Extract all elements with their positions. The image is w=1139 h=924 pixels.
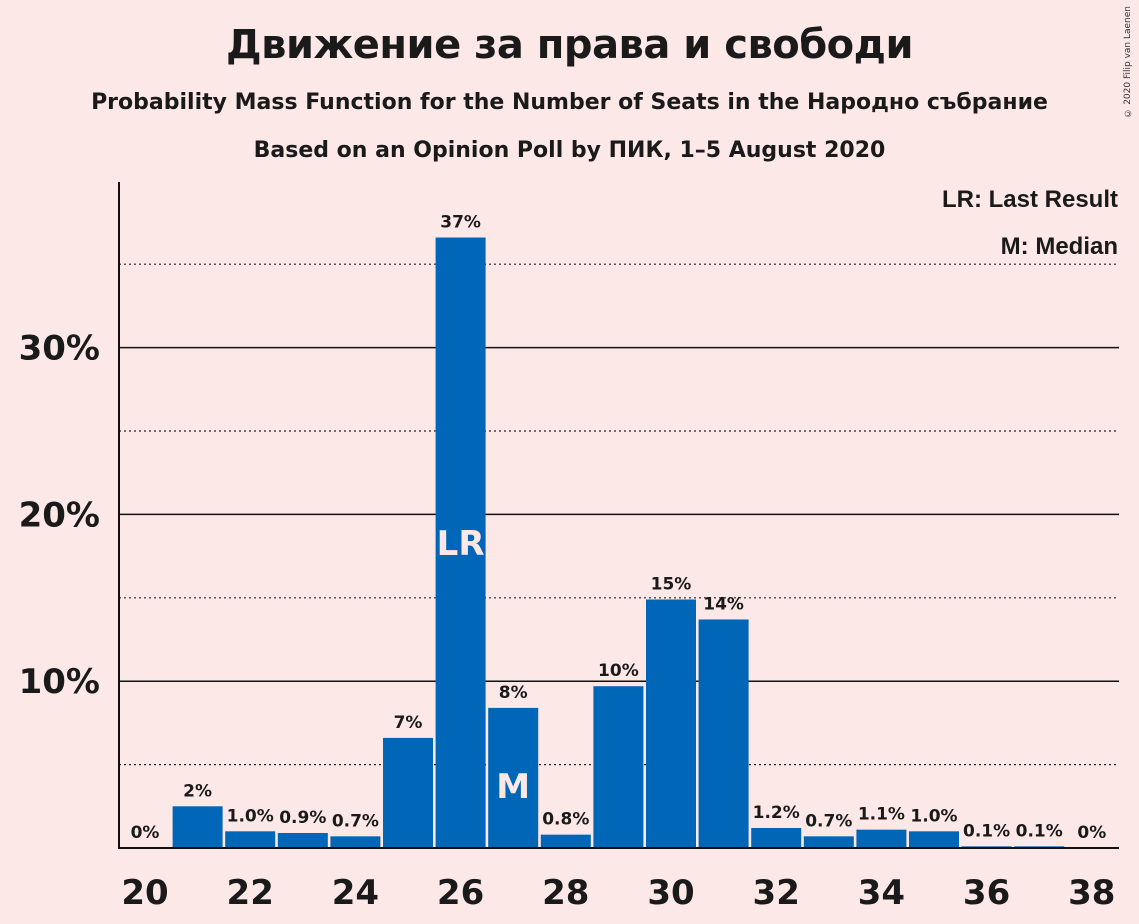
x-tick-label: 28	[542, 873, 589, 913]
x-tick-label: 32	[753, 873, 800, 913]
chart-subtitle: Probability Mass Function for the Number…	[91, 90, 1048, 115]
bar-value-label: 0%	[131, 823, 160, 843]
bar-value-label: 7%	[394, 713, 423, 733]
bar-seat-29	[593, 686, 644, 848]
bar-value-label: 0%	[1077, 823, 1106, 843]
bar-value-label: 8%	[499, 683, 528, 703]
bar-value-label: 1.0%	[910, 806, 957, 826]
bar-value-label: 1.1%	[858, 805, 905, 825]
bar-seat-33	[803, 836, 854, 848]
x-tick-label: 24	[332, 873, 379, 913]
x-tick-label: 22	[227, 873, 274, 913]
bar-value-label: 0.7%	[332, 811, 379, 831]
bar-seat-35	[909, 831, 959, 848]
y-tick-label: 20%	[19, 495, 100, 535]
bar-value-label: 2%	[183, 781, 212, 801]
legend-last-result: LR: Last Result	[941, 186, 1118, 213]
bar-value-label: 0.9%	[279, 808, 326, 828]
bar-value-label: 0.1%	[1016, 821, 1063, 841]
bar-value-label: 14%	[703, 594, 744, 614]
bar-seat-30	[646, 599, 696, 848]
legend-median: M: Median	[1000, 233, 1118, 260]
bar-value-label: 0.1%	[963, 821, 1010, 841]
bar-value-label: 37%	[440, 213, 481, 233]
bar-value-label: 0.8%	[542, 810, 589, 830]
x-tick-label: 36	[963, 873, 1010, 913]
bar-seat-32	[751, 827, 802, 848]
bar-seat-23	[277, 832, 328, 848]
x-tick-label: 34	[858, 873, 905, 913]
bar-seat-34	[856, 829, 907, 848]
bar-seat-22	[225, 831, 276, 848]
chart-subtitle-poll: Based on an Opinion Poll by ПИК, 1–5 Aug…	[253, 138, 886, 163]
bar-value-label: 1.2%	[753, 803, 800, 823]
bar-seat-21	[172, 806, 223, 848]
bar-seat-24	[330, 836, 381, 848]
bar-seat-28	[540, 834, 591, 848]
bar-value-label: 1.0%	[227, 806, 274, 826]
last-result-marker: LR	[437, 524, 485, 564]
y-tick-label: 30%	[19, 329, 100, 369]
x-tick-label: 30	[647, 873, 694, 913]
bar-value-label: 15%	[651, 574, 692, 594]
bar-seat-27	[488, 707, 539, 848]
x-tick-label: 20	[121, 873, 168, 913]
median-marker: M	[496, 767, 530, 807]
x-tick-label: 26	[437, 873, 484, 913]
bar-seat-26	[435, 237, 486, 849]
bar-value-label: 0.7%	[805, 811, 852, 831]
y-tick-label: 10%	[19, 662, 100, 702]
chart-title: Движение за права и свободи	[226, 22, 913, 68]
bar-value-label: 10%	[598, 661, 639, 681]
bar-seat-25	[383, 737, 433, 848]
x-tick-label: 38	[1068, 873, 1115, 913]
bar-seat-31	[698, 619, 749, 848]
